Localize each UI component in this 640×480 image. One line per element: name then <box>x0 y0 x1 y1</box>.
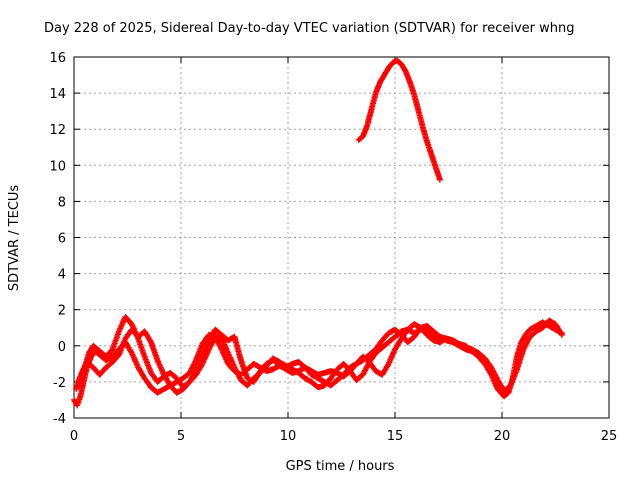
series-track-d <box>355 57 443 183</box>
y-tick-label: 2 <box>58 304 66 319</box>
x-tick-label: 10 <box>280 429 297 444</box>
y-tick-label: 6 <box>58 232 66 247</box>
y-axis-label: SDTVAR / TECUs <box>7 185 22 292</box>
y-tick-label: 14 <box>49 87 66 102</box>
series-markers <box>75 326 475 396</box>
y-tick-label: 0 <box>58 340 66 355</box>
x-tick-label: 15 <box>387 429 404 444</box>
x-tick-label: 25 <box>601 429 618 444</box>
x-tick-label: 5 <box>177 429 185 444</box>
series-markers <box>355 57 443 183</box>
ticks: 0 5 10 15 20 25 -4 -2 0 2 4 6 8 10 12 14 16 <box>49 51 617 444</box>
y-tick-label: -4 <box>53 412 66 427</box>
series-track-c <box>75 326 475 396</box>
y-tick-label: 10 <box>49 159 66 174</box>
y-tick-label: 8 <box>58 195 66 210</box>
y-tick-label: -2 <box>53 376 66 391</box>
series-points <box>71 57 565 409</box>
chart-title: Day 228 of 2025, Sidereal Day-to-day VTE… <box>44 21 575 36</box>
x-axis-label: GPS time / hours <box>286 459 395 474</box>
x-tick-label: 20 <box>494 429 511 444</box>
x-tick-label: 0 <box>70 429 78 444</box>
y-tick-label: 4 <box>58 268 66 283</box>
y-tick-label: 12 <box>49 123 66 138</box>
y-tick-label: 16 <box>49 51 66 66</box>
